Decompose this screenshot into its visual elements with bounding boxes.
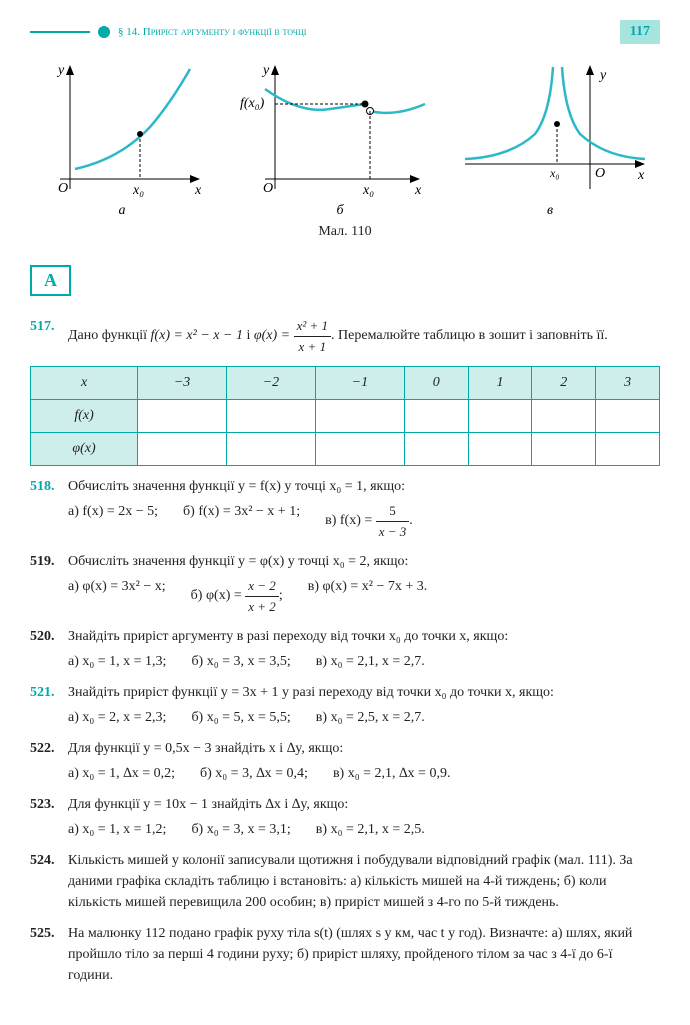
svg-text:б: б	[336, 203, 344, 218]
problem-text: На малюнку 112 подано графік руху тіла s…	[68, 923, 660, 986]
subpart-b: б) f(x) = 3x² − x + 1;	[183, 501, 300, 541]
subpart-c: в) x₀ = 2,1, x = 2,5.	[316, 819, 425, 840]
table-head: 0	[404, 367, 468, 400]
level-badge: А	[30, 265, 71, 296]
table-head: −2	[227, 367, 316, 400]
table-row-label: φ(x)	[31, 433, 138, 466]
table-head: 1	[468, 367, 532, 400]
problem-text: Знайдіть приріст функції y = 3x + 1 у ра…	[68, 682, 660, 728]
problem-number: 525.	[30, 923, 68, 986]
table-head: 3	[596, 367, 660, 400]
svg-text:x₀: x₀	[549, 166, 560, 180]
table-head: −1	[315, 367, 404, 400]
svg-text:y: y	[56, 63, 65, 78]
figure-row: y x O x₀ а y x O f(x₀) x₀ б y x O	[30, 59, 660, 219]
svg-text:y: y	[261, 63, 270, 78]
problem-number: 524.	[30, 850, 68, 913]
problem-text: Обчисліть значення функції y = φ(x) у то…	[68, 551, 660, 616]
problem-520: 520. Знайдіть приріст аргументу в разі п…	[30, 626, 660, 672]
problem-523: 523. Для функції y = 10x − 1 знайдіть ∆x…	[30, 794, 660, 840]
page-number: 117	[620, 20, 660, 44]
problem-519: 519. Обчисліть значення функції y = φ(x)…	[30, 551, 660, 616]
problem-number: 521.	[30, 682, 68, 728]
problem-522: 522. Для функції y = 0,5x − 3 знайдіть x…	[30, 738, 660, 784]
svg-text:x₀: x₀	[132, 183, 144, 198]
subpart-c: в) x₀ = 2,5, x = 2,7.	[316, 707, 425, 728]
svg-text:x₀: x₀	[362, 183, 374, 198]
subpart-b: б) x₀ = 5, x = 5,5;	[191, 707, 290, 728]
subpart-a: а) x₀ = 2, x = 2,3;	[68, 707, 166, 728]
table-head: x	[31, 367, 138, 400]
table-head: −3	[138, 367, 227, 400]
problem-number: 519.	[30, 551, 68, 616]
problem-number: 517.	[30, 316, 68, 356]
problem-number: 522.	[30, 738, 68, 784]
subpart-c: в) x₀ = 2,1, x = 2,7.	[316, 651, 425, 672]
section-title: § 14. Приріст аргументу і функції в точц…	[118, 26, 620, 38]
problem-number: 520.	[30, 626, 68, 672]
problem-517: 517. Дано функції f(x) = x² − x − 1 і φ(…	[30, 316, 660, 356]
problem-524: 524. Кількість мишей у колонії записувал…	[30, 850, 660, 913]
chart-c: y x O x₀ в	[450, 59, 650, 219]
svg-text:f(x₀): f(x₀)	[240, 96, 265, 111]
svg-text:x: x	[637, 168, 645, 183]
subpart-c: в) f(x) = 5x − 3.	[325, 501, 413, 541]
problem-number: 518.	[30, 476, 68, 541]
subpart-a: а) x₀ = 1, x = 1,3;	[68, 651, 166, 672]
subpart-c: в) φ(x) = x² − 7x + 3.	[308, 576, 428, 616]
svg-text:в: в	[547, 203, 553, 218]
subpart-a: а) φ(x) = 3x² − x;	[68, 576, 166, 616]
subpart-b: б) x₀ = 3, ∆x = 0,4;	[200, 763, 308, 784]
subpart-a: а) f(x) = 2x − 5;	[68, 501, 158, 541]
subpart-b: б) x₀ = 3, x = 3,5;	[191, 651, 290, 672]
subpart-a: а) x₀ = 1, x = 1,2;	[68, 819, 166, 840]
table-head: 2	[532, 367, 596, 400]
problem-525: 525. На малюнку 112 подано графік руху т…	[30, 923, 660, 986]
problem-521: 521. Знайдіть приріст функції y = 3x + 1…	[30, 682, 660, 728]
svg-text:x: x	[414, 183, 422, 198]
subpart-a: а) x₀ = 1, ∆x = 0,2;	[68, 763, 175, 784]
chart-a: y x O x₀ а	[40, 59, 210, 219]
svg-text:O: O	[595, 166, 605, 181]
header-bullet-icon	[98, 26, 110, 38]
page-header: § 14. Приріст аргументу і функції в точц…	[30, 20, 660, 44]
problem-518: 518. Обчисліть значення функції y = f(x)…	[30, 476, 660, 541]
problem-text: Кількість мишей у колонії записували щот…	[68, 850, 660, 913]
svg-text:O: O	[58, 181, 68, 196]
problem-text: Дано функції f(x) = x² − x − 1 і φ(x) = …	[68, 316, 660, 356]
header-rule	[30, 31, 90, 33]
svg-text:y: y	[598, 68, 607, 83]
problem-text: Обчисліть значення функції y = f(x) у то…	[68, 476, 660, 541]
svg-text:а: а	[119, 203, 126, 218]
function-table: x −3 −2 −1 0 1 2 3 f(x) φ(x)	[30, 366, 660, 466]
chart-b: y x O f(x₀) x₀ б	[230, 59, 430, 219]
svg-text:O: O	[263, 181, 273, 196]
svg-text:x: x	[194, 183, 202, 198]
table-row-label: f(x)	[31, 400, 138, 433]
problem-text: Знайдіть приріст аргументу в разі перехо…	[68, 626, 660, 672]
subpart-c: в) x₀ = 2,1, ∆x = 0,9.	[333, 763, 451, 784]
figure-caption: Мал. 110	[30, 224, 660, 240]
problem-text: Для функції y = 0,5x − 3 знайдіть x і ∆y…	[68, 738, 660, 784]
subpart-b: б) x₀ = 3, x = 3,1;	[191, 819, 290, 840]
problem-number: 523.	[30, 794, 68, 840]
subpart-b: б) φ(x) = x − 2x + 2;	[191, 576, 283, 616]
problem-text: Для функції y = 10x − 1 знайдіть ∆x і ∆y…	[68, 794, 660, 840]
